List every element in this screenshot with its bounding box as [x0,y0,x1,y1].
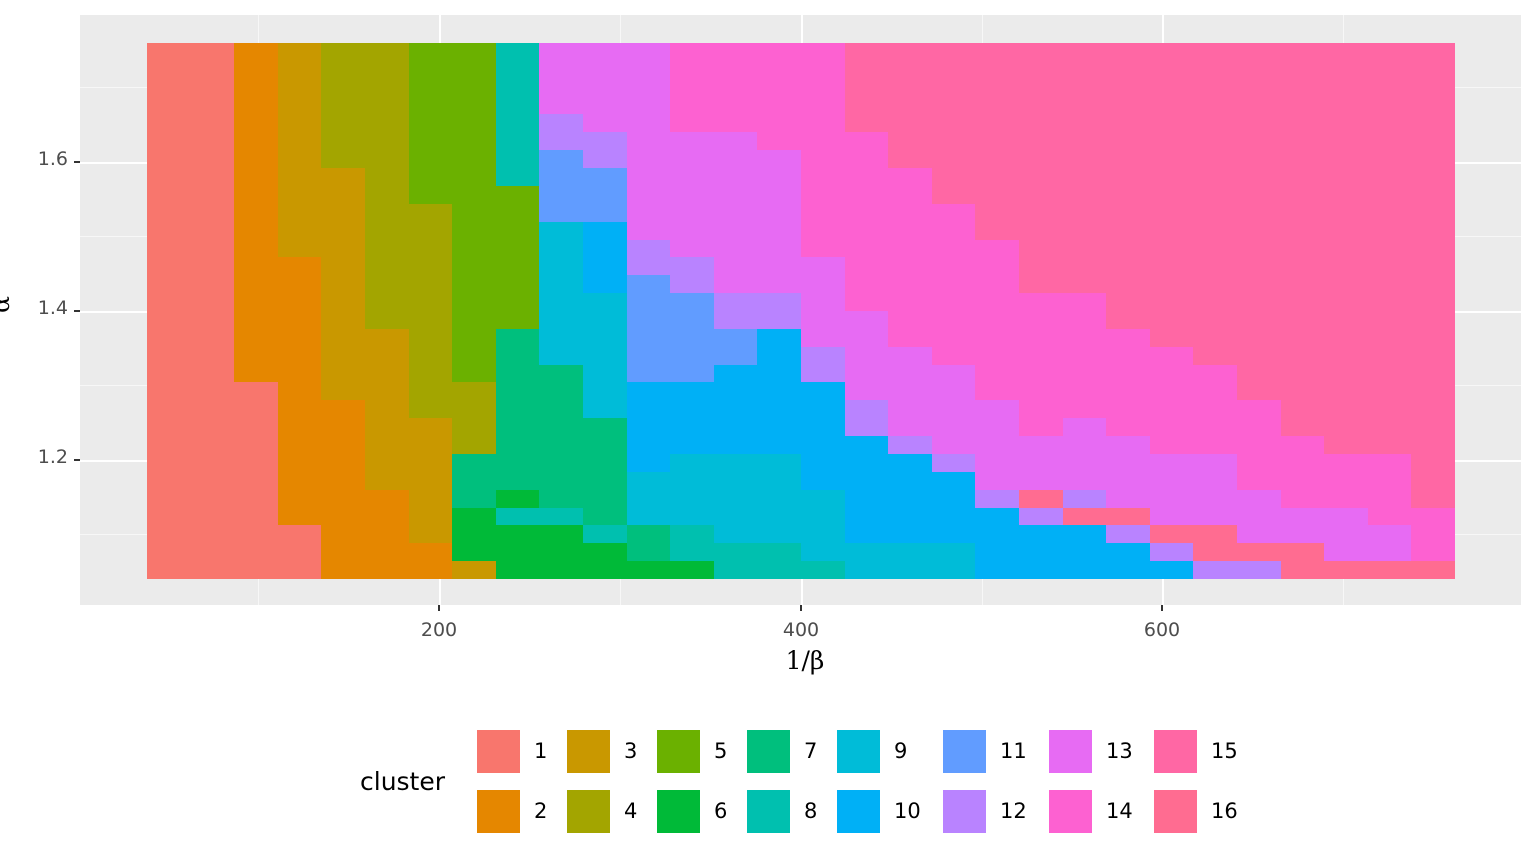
y-axis-title: α [0,296,15,313]
legend-key-label: 7 [804,739,818,763]
y-tick-mark [74,310,80,312]
legend-key-label: 5 [714,739,728,763]
grid-line-major [439,15,441,605]
x-tick-label: 600 [1143,619,1181,641]
legend-key-label: 10 [894,799,921,823]
legend-key-label: 14 [1106,799,1133,823]
legend-key-label: 2 [534,799,548,823]
y-tick-label: 1.4 [37,297,68,319]
legend-key-swatch [746,789,791,834]
legend-key-swatch [942,729,987,774]
y-tick-label: 1.2 [37,446,68,468]
legend-key-swatch [656,789,701,834]
y-tick-mark [74,459,80,461]
legend-key-label: 12 [1000,799,1027,823]
legend-key-label: 1 [534,739,548,763]
grid-line-major [801,15,803,605]
legend-key-label: 6 [714,799,728,823]
legend-key-label: 9 [894,739,908,763]
legend-key-swatch [1048,729,1093,774]
legend-key-swatch [836,729,881,774]
legend-key-swatch [746,729,791,774]
legend-key-swatch [656,729,701,774]
x-tick-mark [800,605,802,611]
grid-line-minor [620,15,621,605]
legend-key-swatch [476,789,521,834]
x-tick-mark [438,605,440,611]
legend-key-swatch [566,789,611,834]
grid-line-major [80,311,1521,313]
legend-key-label: 4 [624,799,638,823]
legend-key-swatch [566,729,611,774]
legend-key-swatch [1153,729,1198,774]
grid-line-major [80,460,1521,462]
legend-key-label: 15 [1211,739,1238,763]
grid-line-major [1162,15,1164,605]
legend-key-label: 16 [1211,799,1238,823]
plot-panel [80,15,1521,605]
legend-key-label: 13 [1106,739,1133,763]
x-axis-title: 1/β [785,646,825,675]
legend-key-swatch [1048,789,1093,834]
legend-title: cluster [360,767,446,796]
grid-line-minor [1343,15,1344,605]
legend-key-label: 3 [624,739,638,763]
x-tick-label: 400 [782,619,820,641]
legend-key-swatch [836,789,881,834]
legend-key-label: 11 [1000,739,1027,763]
x-tick-mark [1161,605,1163,611]
y-tick-mark [74,161,80,163]
grid-line-minor [258,15,259,605]
legend-key-label: 8 [804,799,818,823]
grid-line-major [80,162,1521,164]
legend-key-swatch [942,789,987,834]
legend-key-swatch [476,729,521,774]
x-tick-label: 200 [420,619,458,641]
legend-key-swatch [1153,789,1198,834]
grid-line-minor [982,15,983,605]
y-tick-label: 1.6 [37,148,68,170]
